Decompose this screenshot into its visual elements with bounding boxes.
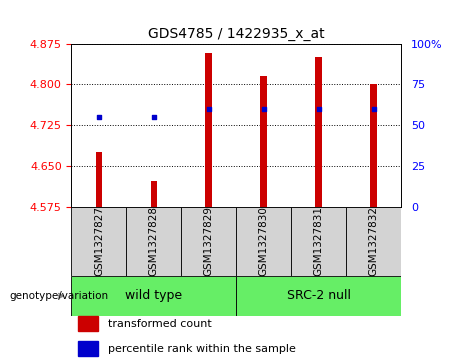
Bar — [95, 152, 102, 207]
Bar — [236, 276, 401, 316]
Point — [95, 114, 103, 120]
Point — [370, 106, 377, 112]
Bar — [260, 76, 267, 207]
Bar — [346, 207, 401, 276]
Text: GSM1327827: GSM1327827 — [94, 207, 104, 276]
Bar — [78, 316, 98, 331]
Point — [205, 106, 213, 112]
Text: transformed count: transformed count — [108, 319, 212, 329]
Text: genotype/variation: genotype/variation — [9, 291, 108, 301]
Text: GSM1327828: GSM1327828 — [149, 207, 159, 276]
Bar — [291, 207, 346, 276]
Bar — [71, 276, 236, 316]
Bar — [181, 207, 236, 276]
Text: GSM1327832: GSM1327832 — [369, 207, 378, 276]
Text: GSM1327831: GSM1327831 — [313, 207, 324, 276]
Bar — [126, 207, 181, 276]
Bar — [315, 57, 322, 207]
Point — [260, 106, 267, 112]
Point — [315, 106, 322, 112]
Bar — [236, 207, 291, 276]
Bar — [78, 341, 98, 356]
Text: percentile rank within the sample: percentile rank within the sample — [108, 344, 296, 354]
Title: GDS4785 / 1422935_x_at: GDS4785 / 1422935_x_at — [148, 27, 325, 41]
Point — [150, 114, 158, 120]
Bar — [370, 85, 377, 207]
Text: SRC-2 null: SRC-2 null — [287, 289, 351, 302]
Bar — [206, 53, 212, 207]
Text: GSM1327830: GSM1327830 — [259, 207, 269, 276]
Bar — [151, 182, 157, 207]
Text: wild type: wild type — [125, 289, 183, 302]
Text: GSM1327829: GSM1327829 — [204, 207, 214, 276]
Bar — [71, 207, 126, 276]
